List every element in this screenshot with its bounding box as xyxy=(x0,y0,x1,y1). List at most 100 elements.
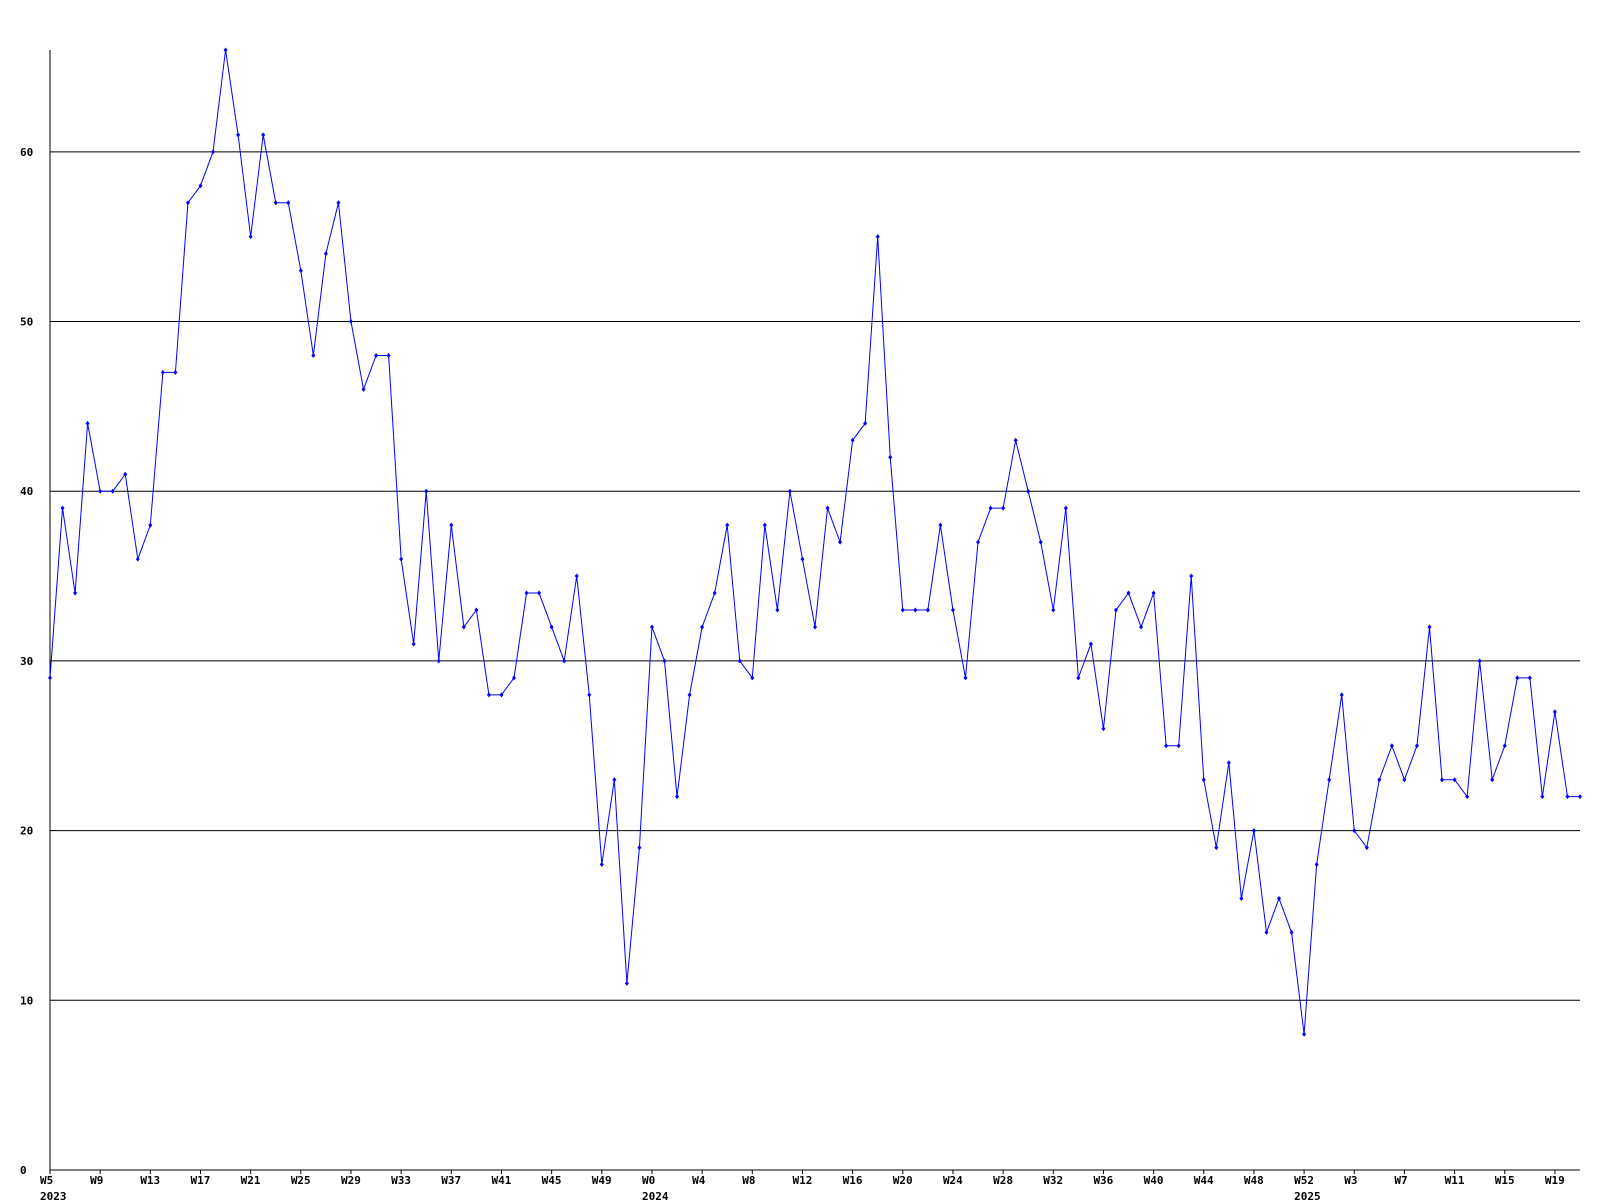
x-tick-label: W32 xyxy=(1043,1174,1063,1187)
data-point xyxy=(976,539,981,545)
y-tick-label: 20 xyxy=(20,825,33,838)
data-point xyxy=(73,590,78,596)
data-point xyxy=(562,658,567,664)
x-tick-label: W20 xyxy=(893,1174,913,1187)
data-point xyxy=(963,675,968,681)
data-point xyxy=(988,505,993,511)
y-tick-label: 10 xyxy=(20,994,33,1007)
data-point xyxy=(148,522,153,528)
data-point xyxy=(323,251,328,257)
x-tick-label: W24 xyxy=(943,1174,963,1187)
data-point xyxy=(1389,743,1394,749)
y-tick-labels: 0 10 20 30 40 50 60 xyxy=(20,146,33,1177)
data-point xyxy=(1289,929,1294,935)
data-point xyxy=(524,590,529,596)
y-tick-label: 60 xyxy=(20,146,33,159)
x-tick-label: W36 xyxy=(1093,1174,1113,1187)
x-tick-label: W3 xyxy=(1344,1174,1357,1187)
data-point xyxy=(1264,929,1269,935)
data-point xyxy=(449,522,454,528)
data-point xyxy=(637,845,642,851)
data-point xyxy=(1076,675,1081,681)
x-tick-label: W17 xyxy=(190,1174,210,1187)
x-tick-label: W45 xyxy=(542,1174,562,1187)
data-point xyxy=(1502,743,1507,749)
data-point xyxy=(1427,624,1432,630)
x-tick-label: W0 xyxy=(642,1174,655,1187)
data-point xyxy=(1552,709,1557,715)
data-point xyxy=(1189,573,1194,579)
series-layer xyxy=(48,47,1582,1037)
data-point xyxy=(1026,488,1031,494)
data-point xyxy=(1540,794,1545,800)
data-point xyxy=(1151,590,1156,596)
data-point xyxy=(1477,658,1482,664)
data-point xyxy=(1251,828,1256,834)
data-point xyxy=(838,539,843,545)
data-point xyxy=(486,692,491,698)
data-point xyxy=(411,641,416,647)
x-tick-label: W4 xyxy=(692,1174,706,1187)
data-point xyxy=(1001,505,1006,511)
data-point xyxy=(311,352,316,358)
x-tick-label: W9 xyxy=(90,1174,103,1187)
data-point xyxy=(649,624,654,630)
data-point xyxy=(587,692,592,698)
data-point xyxy=(1339,692,1344,698)
x-tick-label: W13 xyxy=(140,1174,160,1187)
data-point xyxy=(1527,675,1532,681)
data-point xyxy=(399,556,404,562)
y-tick-label: 0 xyxy=(20,1164,27,1177)
x-tick-label: W11 xyxy=(1445,1174,1465,1187)
data-point xyxy=(574,573,579,579)
x-tick-label: W33 xyxy=(391,1174,411,1187)
x-tick-label: W12 xyxy=(792,1174,812,1187)
x-tick-label: W49 xyxy=(592,1174,612,1187)
data-point xyxy=(1302,1031,1307,1037)
data-point xyxy=(1465,794,1470,800)
data-point xyxy=(1013,437,1018,443)
data-point xyxy=(700,624,705,630)
data-point xyxy=(1063,505,1068,511)
data-point xyxy=(750,675,755,681)
data-point xyxy=(298,268,303,274)
data-point xyxy=(813,624,817,630)
x-tick-label: W29 xyxy=(341,1174,361,1187)
data-point xyxy=(599,862,604,868)
x-tick-label: W44 xyxy=(1194,1174,1214,1187)
y-tick-label: 30 xyxy=(20,655,33,668)
data-point xyxy=(1578,794,1582,800)
x-tick-label: W28 xyxy=(993,1174,1013,1187)
data-point xyxy=(1201,777,1206,783)
data-point xyxy=(624,980,629,986)
data-point xyxy=(1452,777,1457,783)
data-point xyxy=(198,183,203,189)
data-point xyxy=(549,624,554,630)
data-point xyxy=(913,607,918,613)
x-year-label: 2023 xyxy=(40,1190,67,1200)
data-point xyxy=(1113,607,1118,613)
data-point xyxy=(474,607,479,613)
data-point xyxy=(499,692,504,698)
x-tick-label: W25 xyxy=(291,1174,311,1187)
data-point xyxy=(348,319,353,325)
data-point xyxy=(1414,743,1419,749)
data-point xyxy=(1490,777,1495,783)
data-point xyxy=(1214,845,1219,851)
grid-lines xyxy=(50,151,1580,1001)
x-tick-label: W48 xyxy=(1244,1174,1264,1187)
data-point xyxy=(1126,590,1131,596)
data-point xyxy=(211,149,216,155)
data-point xyxy=(1164,743,1169,749)
data-point xyxy=(160,369,165,375)
data-point xyxy=(1440,777,1445,783)
data-point xyxy=(1402,777,1407,783)
data-point xyxy=(123,471,128,477)
data-point xyxy=(863,420,868,426)
data-point xyxy=(1364,845,1369,851)
x-tick-label: W37 xyxy=(441,1174,461,1187)
data-point xyxy=(925,607,930,613)
data-point xyxy=(762,522,767,528)
x-tick-label: W19 xyxy=(1545,1174,1565,1187)
data-point xyxy=(286,200,291,206)
